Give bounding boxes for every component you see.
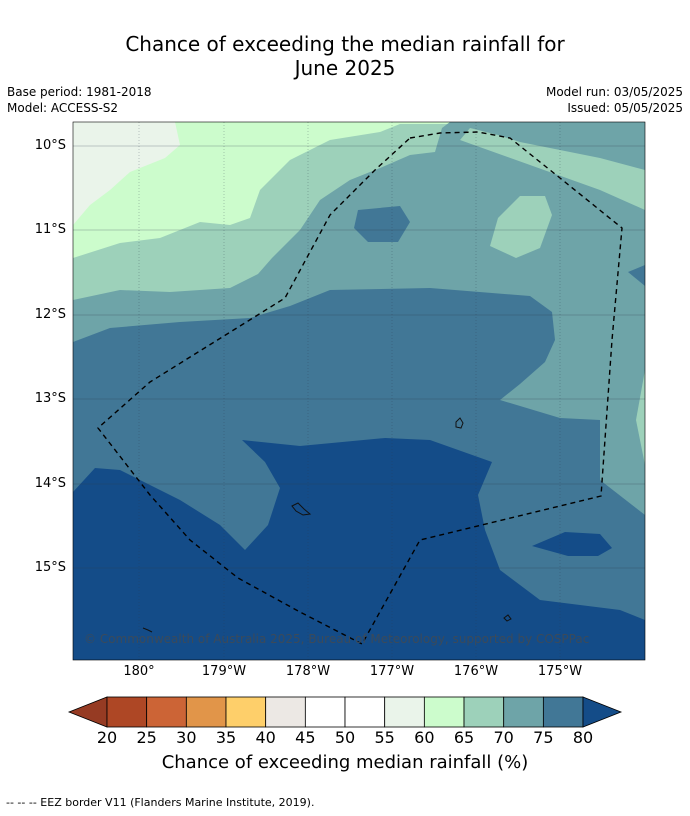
copyright-notice: © Commonwealth of Australia 2025, Bureau… [84,632,590,646]
colorbar-tick-label: 25 [136,728,157,747]
contour-75-80-edge [628,265,645,286]
colorbar-cell [185,696,227,728]
lon-label-177w: 177°W [369,664,415,679]
lon-label-175w: 175°W [537,664,583,679]
map-frame [72,121,646,661]
colorbar-cells [106,696,584,728]
colorbar-cell [542,696,584,728]
colorbar-cell [265,696,306,728]
lon-label-179w: 179°W [201,664,247,679]
colorbar-tick-label: 40 [255,728,276,747]
model-run: Model run: 03/05/2025 [545,85,683,99]
contour-60-65 [73,122,645,258]
colorbar-tick-label: 70 [493,728,514,747]
colorbar-cell [463,696,505,728]
contour-55-60 [73,122,180,225]
colorbar-tick-label: 55 [374,728,395,747]
issued-date: Issued: 05/05/2025 [567,101,683,115]
colorbar [67,696,623,728]
contour-65-70-right [636,370,645,465]
colorbar-tick-label: 45 [295,728,316,747]
colorbar-tick-label: 50 [334,728,356,747]
lat-label-14s: 14°S [34,476,66,491]
colorbar-tick-label: 65 [453,728,475,747]
colorbar-cell [423,696,465,728]
model-name: Model: ACCESS-S2 [7,101,119,115]
colorbar-cell [304,696,346,728]
island-a [455,417,464,429]
colorbar-under-arrow [67,696,108,728]
colorbar-cell [106,696,148,728]
colorbar-tick-label: 35 [215,728,237,747]
island-d [142,627,153,633]
island-c [503,614,512,622]
lat-label-15s: 15°S [34,560,66,575]
lat-label-10s: 10°S [34,138,66,153]
colorbar-title: Chance of exceeding median rainfall (%) [161,752,529,773]
contour-65-70-island [490,196,552,258]
lon-label-178w: 178°W [285,664,331,679]
colorbar-tick-label: 60 [414,728,435,747]
contour-80-plus-blob [532,532,612,556]
eez-border [97,131,623,645]
colorbar-tick-label: 30 [176,728,197,747]
island-b [291,502,312,516]
islands [142,417,512,633]
colorbar-over-arrow [582,696,623,728]
lat-label-11s: 11°S [34,222,66,237]
chart-title-line1: Chance of exceeding the median rainfall … [125,32,565,56]
colorbar-tick-label: 80 [572,728,594,747]
lat-label-12s: 12°S [34,307,66,322]
colorbar-cell [146,696,187,728]
base-period: Base period: 1981-2018 [7,85,152,99]
colorbar-tick-label: 75 [533,728,554,747]
contour-75-80-blob [354,206,410,242]
colorbar-cell [225,696,267,728]
rainfall-contours [73,122,645,660]
colorbar-tick-label: 20 [96,728,118,747]
lon-label-176w: 176°W [453,664,499,679]
contour-80-plus [73,438,645,660]
colorbar-cell [503,696,544,728]
lat-label-13s: 13°S [34,391,66,406]
lon-label-180: 180° [123,664,155,679]
colorbar-cell [344,696,386,728]
colorbar-cell [384,696,425,728]
graticule [73,122,645,660]
eez-footnote: -- -- -- EEZ border V11 (Flanders Marine… [6,796,315,809]
chart-title-line2: June 2025 [294,56,396,80]
